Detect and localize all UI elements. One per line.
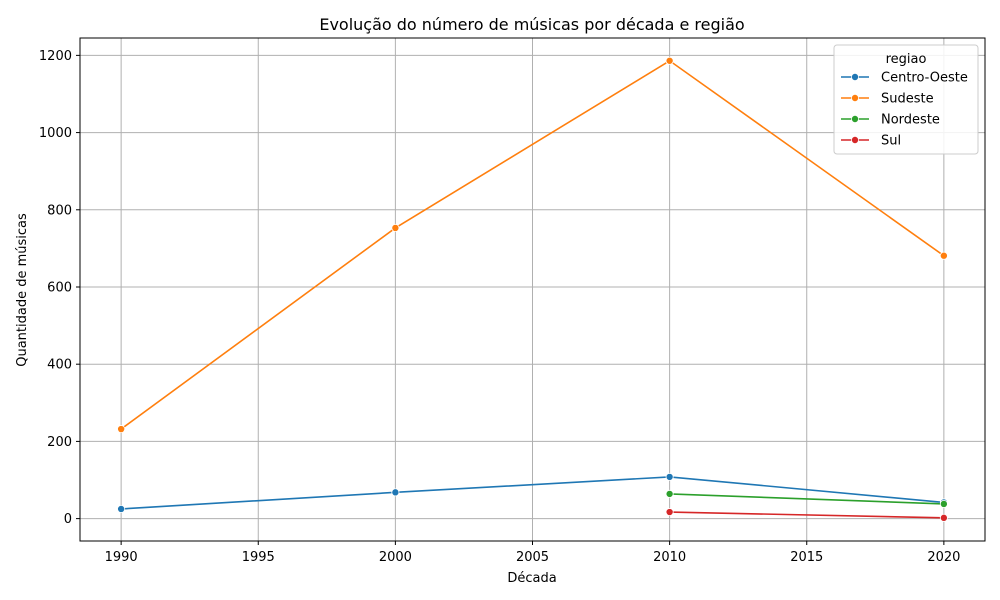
data-point-sudeste <box>391 223 400 232</box>
x-axis-title: Década <box>507 571 556 586</box>
legend-label-sul: Sul <box>881 134 901 149</box>
grid <box>80 38 985 541</box>
y-tick-label: 1200 <box>39 49 72 64</box>
x-tick-label: 2000 <box>379 550 412 565</box>
data-point-sudeste <box>665 56 674 65</box>
data-point-sudeste <box>939 251 948 260</box>
y-tick-label: 600 <box>47 280 72 295</box>
y-axis-title: Quantidade de músicas <box>15 213 30 367</box>
series-line-centro-oeste <box>121 476 944 510</box>
series-line-sul <box>669 511 944 519</box>
y-tick-label: 400 <box>47 358 72 373</box>
x-tick-label: 2005 <box>516 550 549 565</box>
legend-marker-sudeste <box>851 94 860 103</box>
series-line-nordeste <box>669 493 944 505</box>
data-point-nordeste <box>939 499 948 508</box>
data-point-centro-oeste <box>391 488 400 497</box>
legend: regiao Centro-Oeste Sudeste Nordeste Sul <box>833 44 979 155</box>
y-axis-ticks: 0 200 400 600 800 1000 1200 <box>39 49 80 527</box>
data-point-centro-oeste <box>117 504 126 513</box>
y-tick-label: 800 <box>47 203 72 218</box>
chart-title: Evolução do número de músicas por década… <box>319 15 744 34</box>
plot-frame <box>79 37 986 542</box>
x-tick-label: 2010 <box>653 550 686 565</box>
series-line-sudeste <box>120 59 945 430</box>
legend-label-nordeste: Nordeste <box>881 113 940 128</box>
data-point-nordeste <box>665 489 674 498</box>
legend-marker-centro-oeste <box>851 73 860 82</box>
legend-label-sudeste: Sudeste <box>881 92 934 107</box>
legend-label-centro-oeste: Centro-Oeste <box>881 71 968 86</box>
x-tick-label: 2015 <box>790 550 823 565</box>
data-point-centro-oeste <box>665 472 674 481</box>
y-tick-label: 1000 <box>39 126 72 141</box>
legend-marker-sul <box>851 135 860 144</box>
series-layer <box>117 56 948 522</box>
data-point-sudeste <box>117 425 126 434</box>
y-tick-label: 0 <box>64 512 72 527</box>
x-axis-ticks: 1990 1995 2000 2005 2010 2015 2020 <box>105 541 960 565</box>
y-tick-label: 200 <box>47 435 72 450</box>
legend-box <box>833 44 979 155</box>
legend-title: regiao <box>886 52 927 67</box>
data-point-sul <box>939 513 948 522</box>
data-point-sul <box>665 508 674 517</box>
x-tick-label: 1990 <box>105 550 138 565</box>
x-tick-label: 1995 <box>242 550 275 565</box>
x-tick-label: 2020 <box>927 550 960 565</box>
legend-marker-nordeste <box>851 115 860 124</box>
